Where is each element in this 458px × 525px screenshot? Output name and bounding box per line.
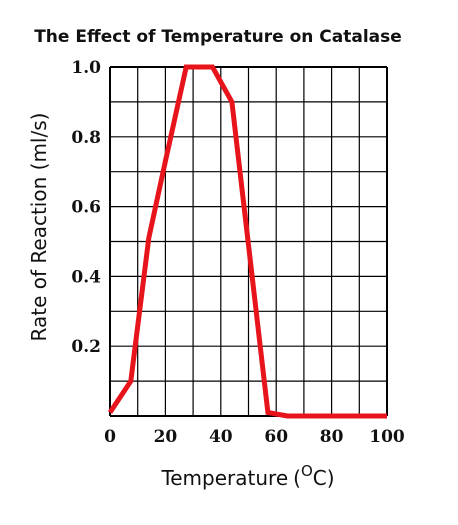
y-tick-label: 0.6 (71, 198, 101, 218)
series-line (107, 64, 387, 419)
x-tick-label: 60 (264, 427, 288, 447)
x-tick-label: 80 (320, 427, 344, 447)
x-axis-label: Temperature (160, 466, 288, 490)
y-tick-label: 1.0 (71, 58, 101, 78)
y-tick-label: 0.8 (71, 128, 101, 148)
y-tick-label: 0.2 (71, 337, 101, 357)
x-tick-label: 0 (104, 427, 116, 447)
x-tick-label: 40 (209, 427, 233, 447)
y-tick-label: 0.4 (71, 267, 101, 287)
chart-title: The Effect of Temperature on Catalase (34, 27, 402, 47)
y-axis-title: Rate of Reaction (ml/s) (27, 113, 51, 342)
x-axis-unit-open: ( (293, 466, 301, 490)
x-tick-labels: 0 20 40 60 80 100 (104, 427, 405, 447)
series-layer (107, 64, 387, 419)
x-tick-label: 20 (154, 427, 178, 447)
x-tick-label: 100 (369, 427, 405, 447)
x-axis-title: Temperature (OC) (160, 462, 334, 490)
x-axis-unit-close: C) (313, 466, 335, 490)
y-tick-labels: 0.2 0.4 0.6 0.8 1.0 (71, 58, 101, 357)
x-axis-unit-degree: O (301, 462, 313, 480)
